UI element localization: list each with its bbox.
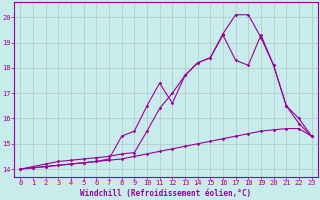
X-axis label: Windchill (Refroidissement éolien,°C): Windchill (Refroidissement éolien,°C): [80, 189, 252, 198]
